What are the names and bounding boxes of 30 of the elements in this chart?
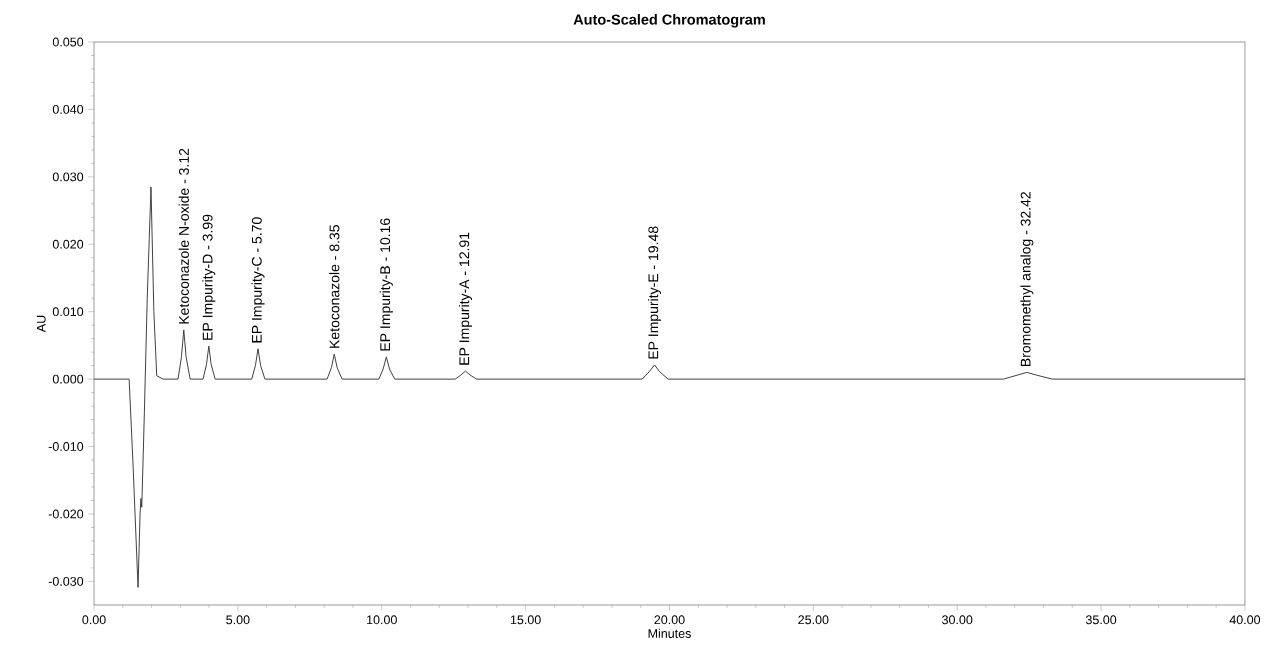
annotation: EP Impurity-C - 5.70	[251, 217, 265, 343]
y-tick-label: -0.030	[48, 576, 84, 586]
annotation: Ketoconazole - 8.35	[329, 225, 340, 348]
annotation: EP Impurity-A - 12.91	[458, 232, 472, 365]
x-tick-label: 10.00	[367, 615, 397, 625]
y-tick-label: 0.010	[52, 307, 84, 317]
y-tick-label: 0.030	[52, 172, 84, 182]
x-tick-label: 0.00	[82, 615, 106, 625]
annotation: Bromomethyl analog - 32.42	[1020, 192, 1034, 367]
annotation: EP Impurity-B - 10.16	[379, 218, 393, 351]
y-tick-label: 0.000	[52, 374, 84, 384]
line-series	[93, 186, 1246, 588]
x-tick-label: 40.00	[1229, 615, 1261, 625]
x-tick-label: 15.00	[510, 615, 541, 625]
annotation: EP Impurity-E - 19.48	[647, 226, 662, 359]
y-axis-title: AU	[36, 315, 46, 333]
x-axis-title: Minutes	[648, 628, 691, 638]
annotation: Ketoconazole N-oxide - 3.12	[178, 148, 189, 324]
chart-title: Auto-Scaled Chromatogram	[573, 14, 765, 28]
x-tick-label: 20.00	[654, 615, 685, 625]
x-tick-label: 5.00	[226, 615, 250, 625]
annotation: EP Impurity-D - 3.99	[202, 214, 216, 340]
y-tick-label: 0.040	[52, 105, 84, 114]
y-tick-label: 0.020	[52, 239, 84, 249]
y-tick-label: -0.010	[48, 442, 84, 451]
x-tick-label: 35.00	[1085, 615, 1117, 625]
x-tick-label: 25.00	[798, 615, 829, 625]
y-tick-label: -0.020	[48, 509, 84, 519]
y-tick-label: 0.050	[52, 37, 84, 47]
x-tick-label: 30.00	[942, 615, 973, 625]
